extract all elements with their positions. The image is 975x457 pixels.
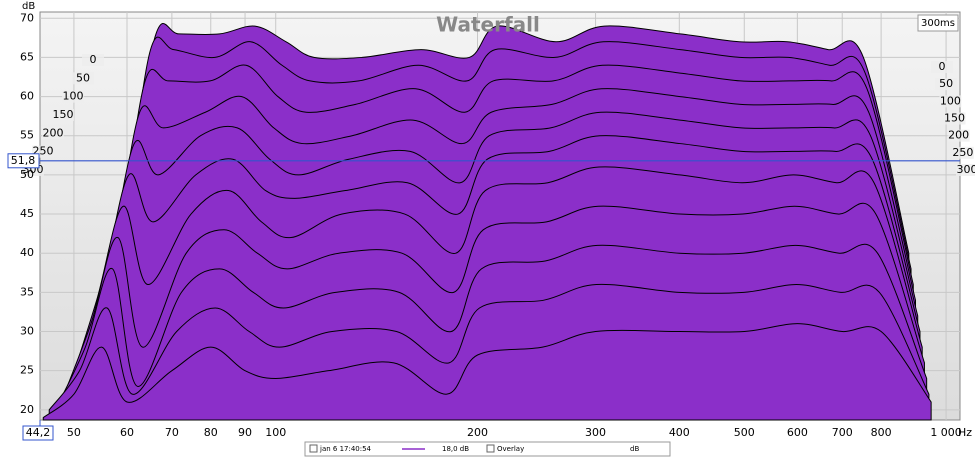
x-tick-label: 700 [832,426,853,439]
x-tick-label: 50 [67,426,81,439]
y-tick-label: 50 [20,168,34,181]
time-tick-bg [947,129,970,142]
time-tick-bg [52,109,74,121]
slices [42,23,932,421]
time-tick-label: 0 [939,60,946,73]
time-tick-label: 100 [63,90,84,103]
time-tick-label: 50 [76,71,90,84]
y-tick-label: 30 [20,325,34,338]
time-tick-label: 150 [944,112,965,125]
time-tick-label: 200 [43,126,64,139]
x-tick-label: 300 [585,426,606,439]
x-axis-label: Hz [958,426,972,439]
overlay-checkbox[interactable] [486,444,495,453]
x-tick-label: 60 [120,426,134,439]
time-tick-bg [943,112,966,125]
time-tick-label: 250 [952,146,973,159]
time-tick-bg [935,78,958,91]
x-tick-label: 100 [265,426,286,439]
time-box [917,14,959,32]
time-tick-label: 150 [53,108,74,121]
time-tick-bg [42,127,64,140]
time-tick-bg [82,54,104,66]
waterfall-slice [42,323,932,421]
x-tick-label: 500 [734,426,755,439]
y-tick-label: 20 [20,403,34,416]
x-tick-label: 800 [871,426,892,439]
y-tick-label: 45 [20,207,34,220]
chart-title: Waterfall [436,13,540,37]
legend-overlay: Overlay [497,445,524,453]
x-tick-label: 200 [467,426,488,439]
y-tick-label: 65 [20,50,34,63]
time-tick-label: 100 [940,94,961,107]
legend-unit: dB [630,445,639,453]
y-tick-label: 55 [20,129,34,142]
time-tick-bg [931,61,953,73]
x-tick-label: 1 000 [930,426,962,439]
y-axis-label: dB [22,1,35,12]
time-tick-label: 200 [948,129,969,142]
time-tick-bg [72,72,94,85]
x-tick-label: 600 [787,426,808,439]
time-tick-label: 0 [90,53,97,66]
time-tick-label: 50 [939,77,953,90]
x-tick-label: 70 [165,426,179,439]
y-cursor-box [7,153,40,169]
y-tick-label: 40 [20,246,34,259]
time-tick-bg [62,90,84,103]
y-tick-label: 25 [20,364,34,377]
y-tick-label: 60 [20,90,34,103]
y-cursor-label: 51,8 [11,154,36,167]
legend-level: 18,0 dB [442,445,469,453]
y-tick-label: 70 [20,11,34,24]
time-label: 300ms [921,18,955,29]
x-cursor-box [22,425,54,441]
time-tick-bg [939,95,962,108]
x-cursor-label: 44,2 [26,426,51,439]
time-tick-bg [956,164,975,176]
x-tick-label: 400 [669,426,690,439]
x-tick-label: 80 [204,426,218,439]
time-tick-label: 300 [957,163,975,176]
legend-checkbox[interactable] [309,444,318,453]
x-tick-label: 90 [238,426,252,439]
time-tick-bg [951,146,974,159]
legend-name: jan 6 17:40:54 [319,445,372,453]
y-tick-label: 35 [20,285,34,298]
